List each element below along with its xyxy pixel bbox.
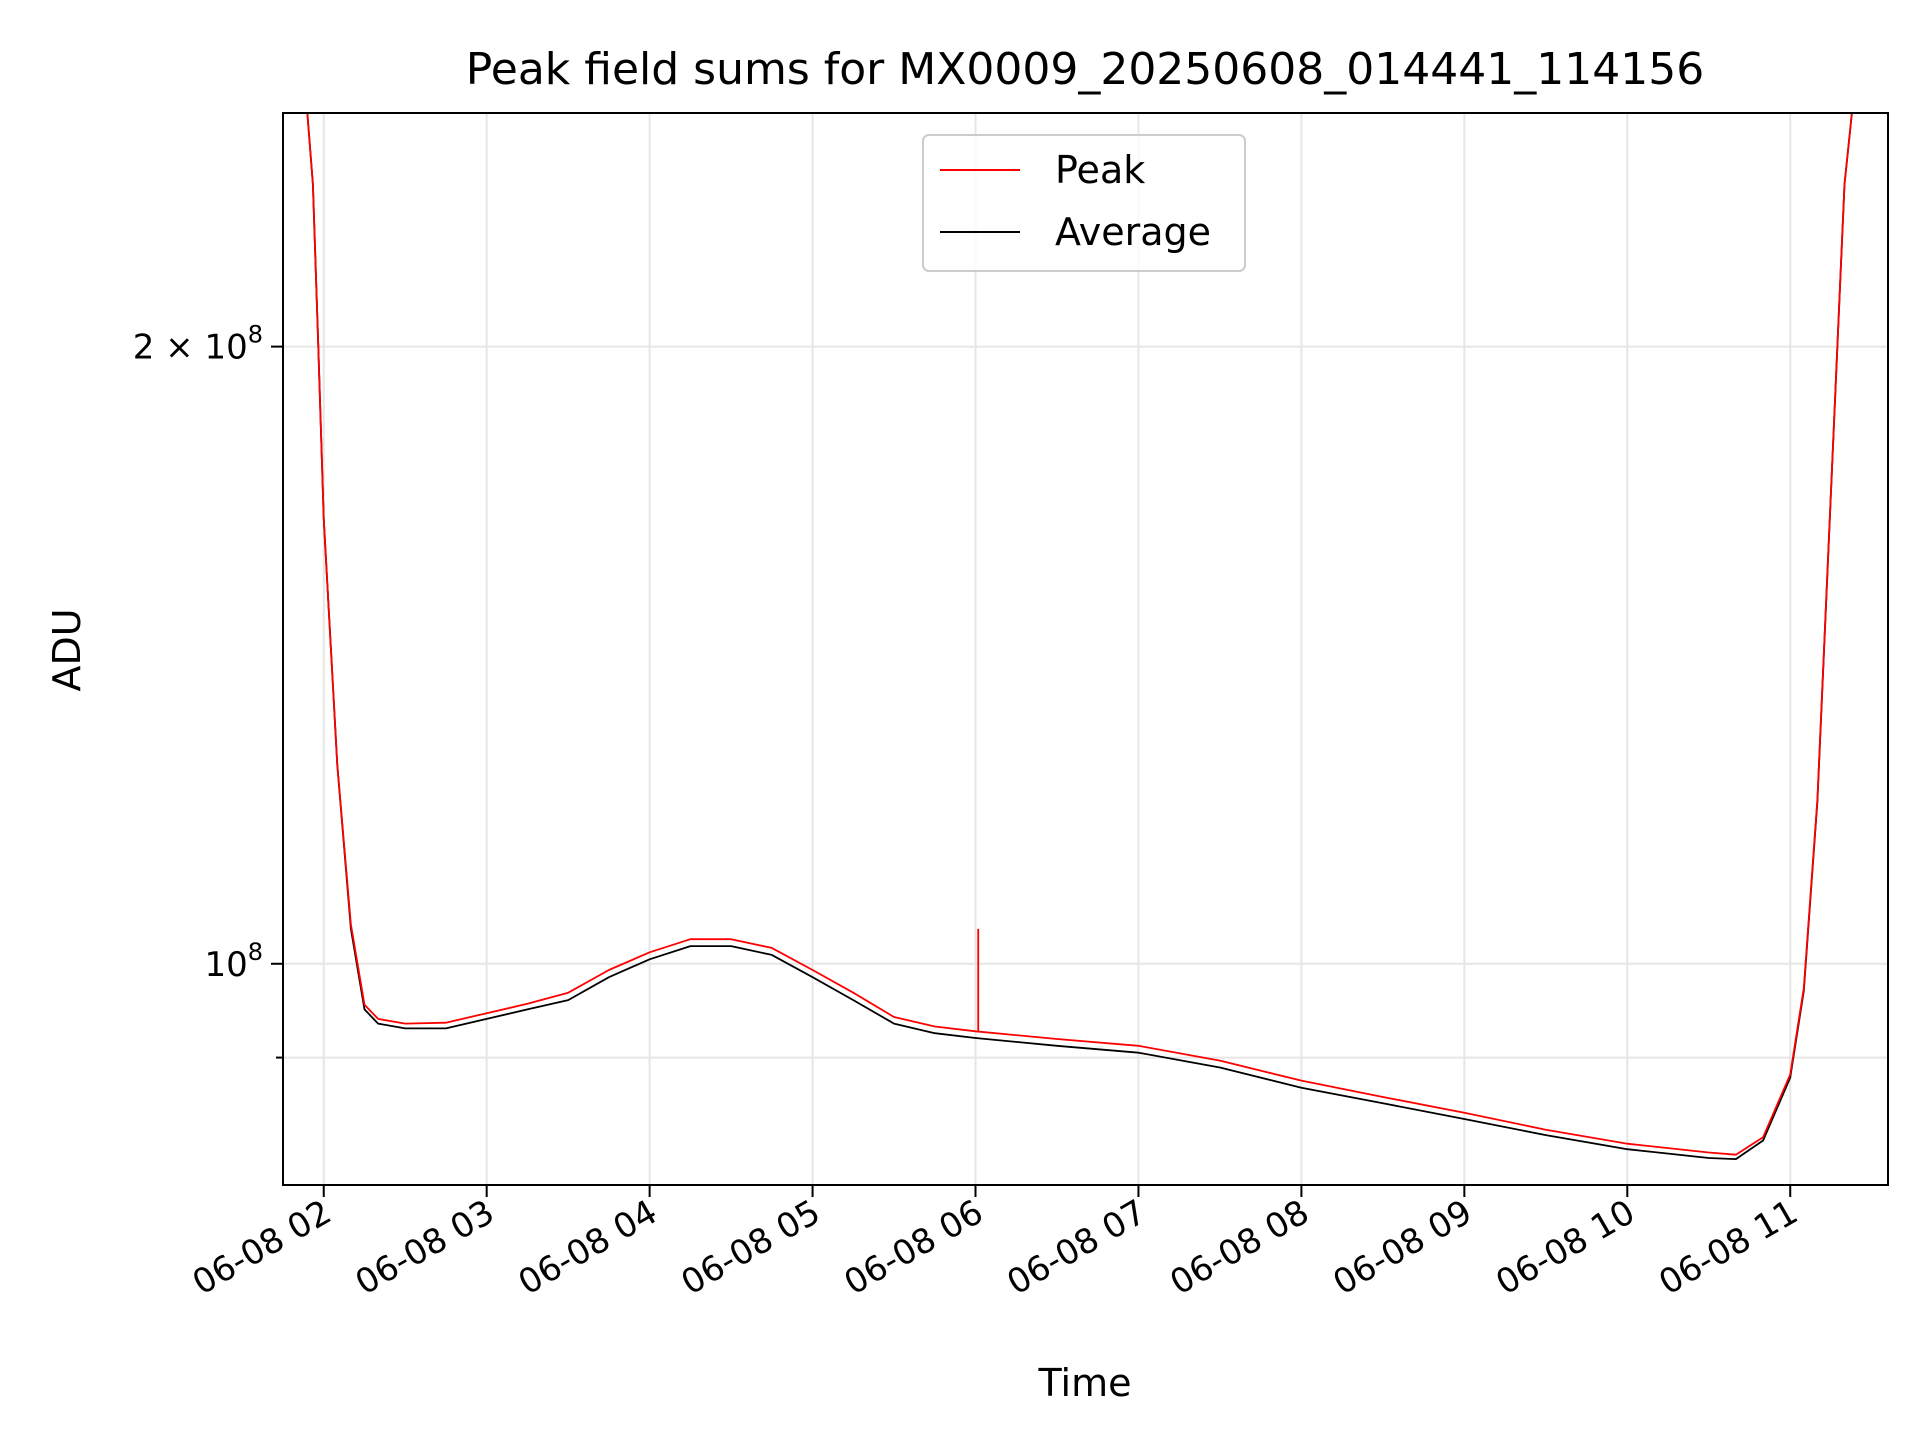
series-layer	[306, 113, 1853, 1160]
series-line-average	[306, 113, 1853, 1160]
legend-label-average: Average	[1055, 210, 1211, 254]
plot-frame	[282, 112, 1889, 1186]
legend-label-peak: Peak	[1055, 148, 1145, 192]
y-tick-exponent: 8	[248, 321, 263, 349]
x-axis-label: Time	[1038, 1361, 1132, 1405]
y-tick-label: 108	[204, 938, 263, 985]
series-line-peak	[306, 113, 1853, 1156]
y-tick-base: 10	[204, 945, 247, 985]
y-tick-exponent: 8	[248, 938, 263, 966]
y-axis-label: ADU	[45, 608, 89, 691]
y-tick-label: 2 × 108	[133, 321, 263, 368]
chart-title: Peak field sums for MX0009_20250608_0144…	[466, 44, 1704, 95]
grid	[283, 113, 1888, 1185]
y-tick-base: 2 × 10	[133, 328, 248, 368]
legend: Peak Average	[922, 134, 1246, 272]
